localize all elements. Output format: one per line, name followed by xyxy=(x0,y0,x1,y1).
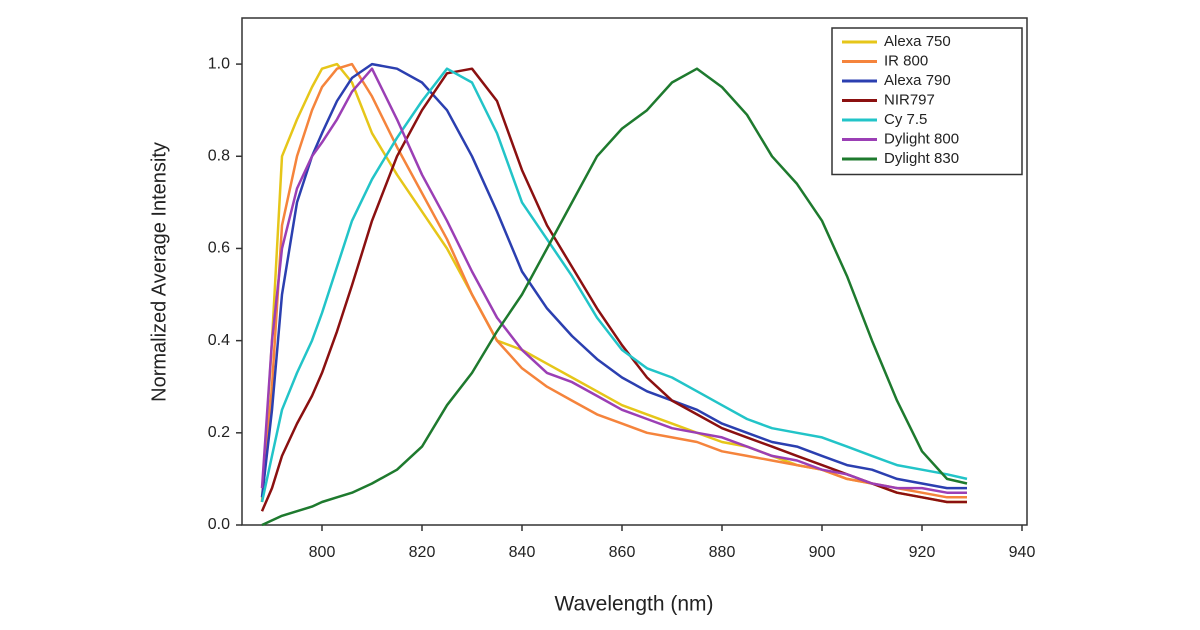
legend-label: Alexa 790 xyxy=(884,72,951,89)
x-tick-label: 800 xyxy=(309,544,336,561)
x-tick-label: 880 xyxy=(709,544,736,561)
y-axis-label: Normalized Average Intensity xyxy=(148,142,170,402)
plot-frame xyxy=(241,17,1028,526)
legend-label: Dylight 800 xyxy=(884,130,959,147)
series-line xyxy=(260,62,967,498)
y-tick-label: 0.6 xyxy=(208,240,230,257)
legend-label: Cy 7.5 xyxy=(884,111,927,128)
y-tick-label: 1.0 xyxy=(208,55,230,72)
legend-label: IR 800 xyxy=(884,52,928,69)
x-tick-label: 920 xyxy=(909,544,936,561)
x-tick-label: 820 xyxy=(409,544,436,561)
legend-label: Alexa 750 xyxy=(884,33,951,50)
series-line xyxy=(260,67,968,503)
legend-label: Dylight 830 xyxy=(884,150,959,167)
series-line xyxy=(260,67,967,512)
series-line xyxy=(260,62,967,503)
series-line xyxy=(261,67,968,527)
legend-label: NIR797 xyxy=(884,91,935,108)
y-tick-label: 0.2 xyxy=(208,424,230,441)
y-tick-label: 0.0 xyxy=(208,516,230,533)
series-line xyxy=(260,67,967,494)
x-tick-label: 860 xyxy=(609,544,636,561)
y-tick-label: 0.4 xyxy=(208,332,230,349)
x-tick-label: 840 xyxy=(509,544,536,561)
x-tick-label: 900 xyxy=(809,544,836,561)
y-tick-label: 0.8 xyxy=(208,147,230,164)
x-tick-label: 940 xyxy=(1009,544,1036,561)
x-axis-label: Wavelength (nm) xyxy=(554,593,713,616)
